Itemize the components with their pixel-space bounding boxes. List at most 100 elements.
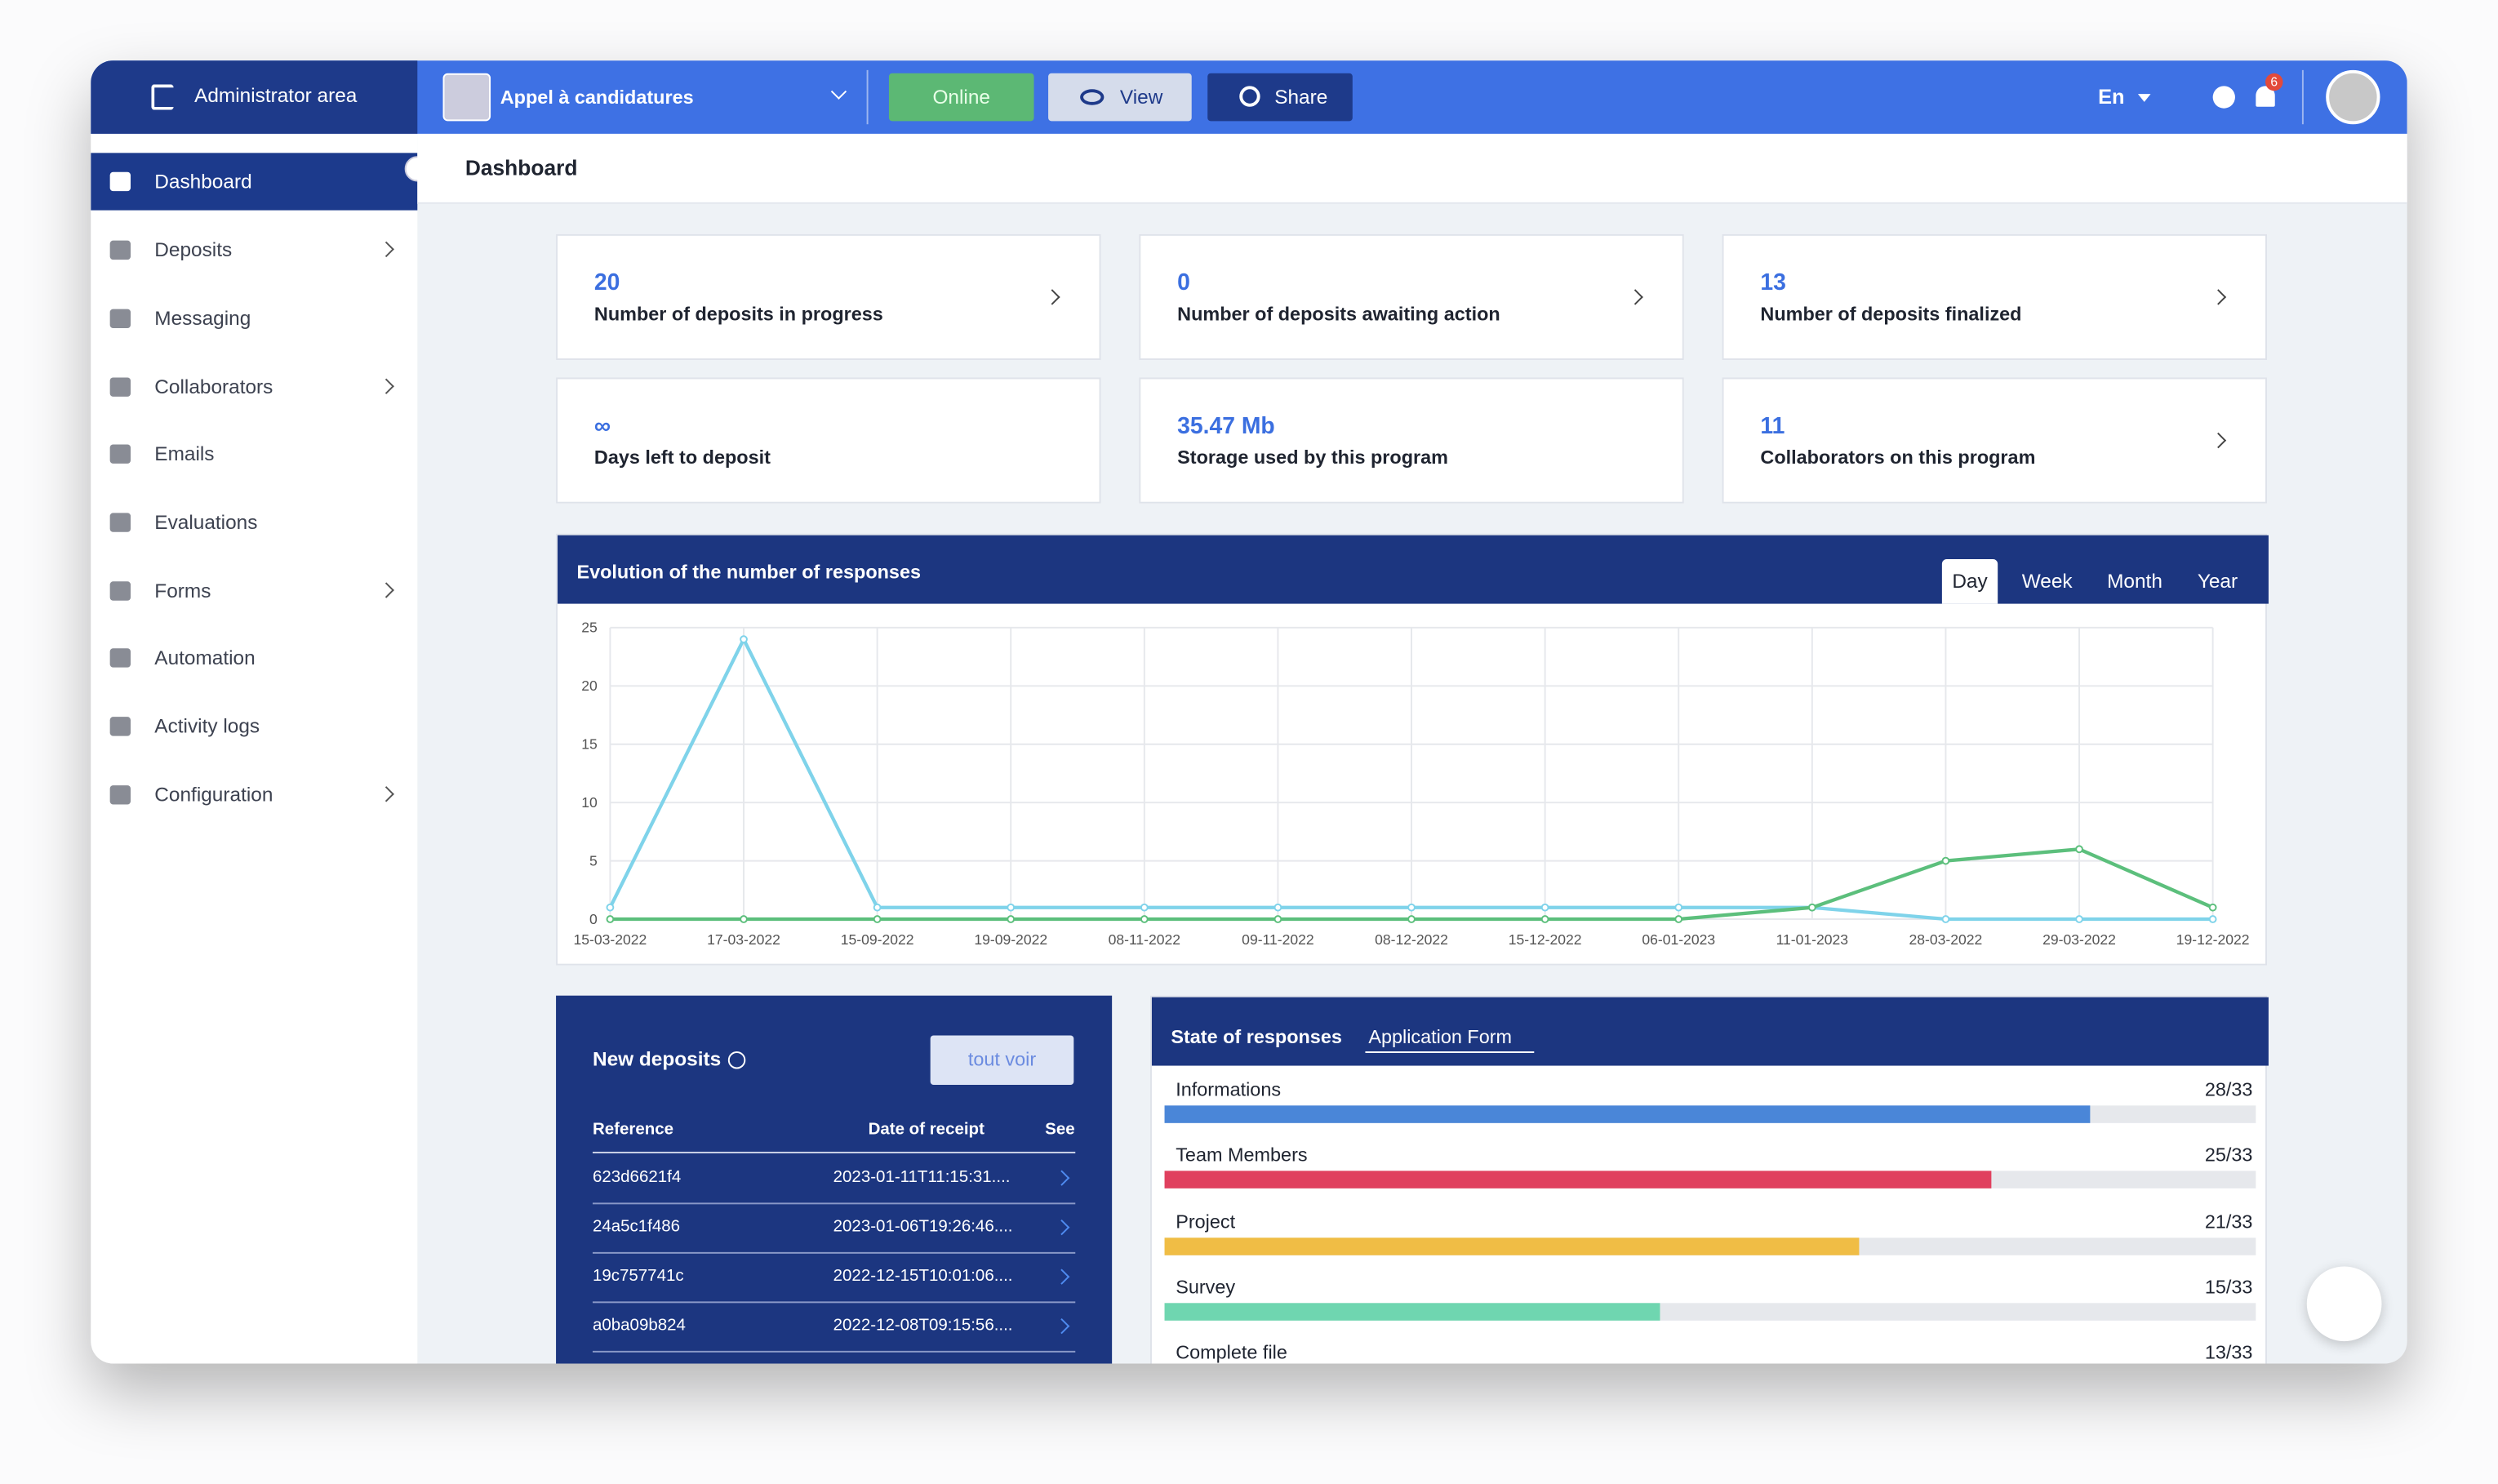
exit-icon [151,84,174,110]
sidebar-item[interactable]: Forms [91,562,417,620]
stat-label: Days left to deposit [593,446,771,469]
info-icon [727,1051,746,1069]
program-name[interactable]: Appel à candidatures [500,86,694,109]
data-point [873,903,882,912]
chevron[interactable] [1054,1219,1070,1236]
x-tick-label: 06-01-2023 [1642,931,1715,948]
share-icon [1239,86,1260,107]
row-divider [592,1301,1076,1304]
x-tick-label: 19-12-2022 [2176,931,2250,948]
sidebar-item[interactable]: Dashboard [91,153,418,211]
chevron[interactable] [1054,1269,1070,1285]
chevron [1627,289,1643,305]
line-chart: 0 5 10 15 20 25 15-03-2022 17-03-2022 15-09-2022… [574,620,2250,948]
chevron[interactable] [1054,1170,1070,1186]
period-tab[interactable]: Day [1941,558,1998,604]
share-button[interactable]: Share [1207,73,1353,122]
info-icon[interactable] [2212,86,2235,109]
date-cell: 2022-12-08T09:15:56.... [833,1315,1013,1335]
program-thumbnail [442,73,491,122]
bell-icon[interactable] [2256,86,2275,107]
chart-header: Evolution of the number of responses Day W… [558,535,2269,604]
progress-bar [1164,1237,1860,1255]
online-button[interactable]: Online [888,73,1034,122]
language-select[interactable]: En [2098,84,2125,109]
chat-button[interactable] [2306,1266,2382,1342]
avatar[interactable] [2326,69,2380,125]
progress-bar [1164,1105,2091,1123]
response-count: 25/33 [2204,1144,2253,1167]
sidebar-item[interactable]: Emails [91,425,417,482]
stat-card[interactable]: 11 Collaborators on this program [1722,377,2267,504]
chevron [378,786,394,802]
separator [2301,69,2304,125]
menu-label: Automation [154,646,256,669]
y-tick-label: 15 [581,736,598,753]
period-tab[interactable]: Week [2021,570,2073,593]
admin-area-button[interactable]: Administrator area [91,60,418,134]
stat-card[interactable]: 20 Number of deposits in progress [556,233,1101,361]
x-tick-label: 08-11-2022 [1109,931,1180,948]
form-select[interactable]: Application Form [1365,1026,1535,1053]
panel-title: New deposits [592,1048,722,1071]
response-label: Project [1176,1210,1236,1233]
menu-label: Emails [154,442,215,465]
stat-card[interactable]: 13 Number of deposits finalized [1722,233,2267,361]
date-cell: 2023-01-11T11:15:31.... [833,1167,1011,1187]
menu-icon [109,648,131,668]
stat-card[interactable]: 0 Number of deposits awaiting action [1139,233,1684,361]
x-tick-label: 15-12-2022 [1509,931,1582,948]
data-point [740,915,748,923]
see-all-button[interactable]: tout voir [930,1035,1074,1085]
y-tick-label: 20 [581,678,598,694]
y-tick-label: 25 [581,620,598,636]
top-bar: Administrator area Appel à candidatures On… [91,60,2407,134]
response-label: Informations [1176,1078,1282,1101]
chevron[interactable] [1054,1317,1070,1335]
data-point [606,915,615,923]
chevron [378,582,394,598]
chevron [378,378,394,394]
menu-icon [109,444,131,464]
menu-label: Evaluations [154,511,258,534]
sidebar-item[interactable]: Deposits [91,221,417,278]
eye-icon [1080,89,1105,105]
data-point [1540,903,1549,912]
menu-icon [109,240,131,260]
menu-icon [109,513,131,532]
data-point [740,635,748,644]
data-point [1941,915,1950,923]
chevron [378,241,394,258]
page-header: Dashboard [417,133,2407,204]
menu-label: Configuration [154,784,273,806]
period-tab[interactable]: Year [2197,570,2238,593]
view-button[interactable]: View [1048,73,1192,122]
x-tick-label: 15-03-2022 [574,931,647,948]
responses-panel: State of responses Application Form Inform… [1149,995,2269,1364]
data-point [1140,915,1149,923]
x-tick-label: 29-03-2022 [2042,931,2116,948]
column-header: Date of receipt [868,1119,985,1140]
x-tick-label: 17-03-2022 [707,931,780,948]
response-count: 15/33 [2204,1275,2253,1299]
stat-value: 0 [1177,270,1190,296]
sidebar-item[interactable]: Activity logs [91,698,417,755]
data-point [2075,915,2083,923]
period-tab[interactable]: Month [2107,570,2162,593]
sidebar-item[interactable]: Messaging [91,290,417,347]
row-divider [592,1350,1076,1353]
sidebar-item[interactable]: Automation [91,629,417,686]
chart-title: Evolution of the number of responses [576,560,922,584]
sidebar-item[interactable]: Collaborators [91,358,417,415]
column-header: See [1045,1119,1075,1140]
stat-card: ∞ Days left to deposit [556,377,1101,504]
chevron [830,83,847,100]
x-tick-label: 08-12-2022 [1375,931,1448,948]
menu-label: Activity logs [154,715,260,738]
sidebar-item[interactable]: Configuration [91,766,417,824]
caret [2137,94,2151,109]
sidebar-item[interactable]: Evaluations [91,494,417,551]
menu-icon [109,171,131,192]
panel-header: State of responses Application Form [1151,997,2269,1066]
chart-panel: Evolution of the number of responses Day W… [556,533,2269,966]
